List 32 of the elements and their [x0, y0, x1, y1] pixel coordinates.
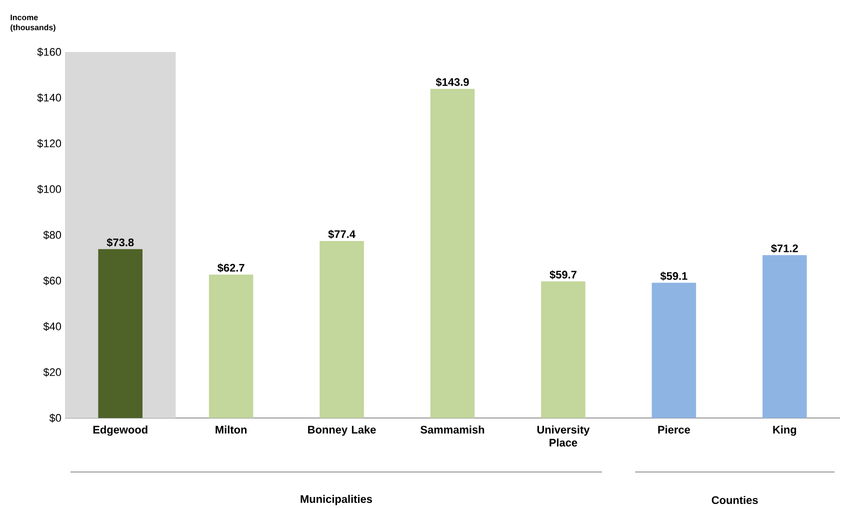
y-tick-label: $100 — [37, 184, 62, 194]
x-tick-label: Sammamish — [420, 426, 484, 434]
y-tick-label: $0 — [49, 414, 62, 422]
bar — [320, 240, 364, 418]
x-tick-label: Pierce — [658, 426, 690, 434]
data-label: $62.7 — [218, 263, 244, 272]
text: Counties — [712, 496, 758, 504]
x-tick-label: Edgewood — [93, 426, 148, 436]
text: Municipalities — [300, 494, 372, 506]
bar — [762, 255, 807, 418]
x-tick-label: King — [773, 426, 796, 436]
data-label: $77.4 — [328, 230, 356, 239]
bar — [541, 281, 586, 418]
data-label: $71.2 — [771, 244, 798, 253]
data-label: $143.9 — [436, 78, 469, 87]
x-tick-label: Bonney Lake — [308, 426, 376, 436]
bar — [430, 88, 475, 418]
y-tick-label: $120 — [37, 139, 62, 148]
data-label: $59.7 — [550, 270, 576, 280]
x-tick-label: Milton — [216, 426, 247, 434]
x-tick-label: University Place — [537, 426, 590, 447]
bar — [98, 249, 142, 418]
bar — [652, 282, 696, 418]
y-tick-label: $40 — [43, 322, 62, 331]
y-tick-label: $160 — [37, 48, 62, 56]
bar — [208, 274, 254, 418]
y-tick-label: $60 — [43, 276, 62, 286]
data-label: $59.1 — [660, 272, 688, 281]
y-tick-label: $80 — [43, 230, 62, 240]
y-tick-label: $140 — [37, 93, 62, 102]
y-tick-label: $20 — [43, 368, 62, 377]
data-label: $73.8 — [106, 238, 134, 247]
